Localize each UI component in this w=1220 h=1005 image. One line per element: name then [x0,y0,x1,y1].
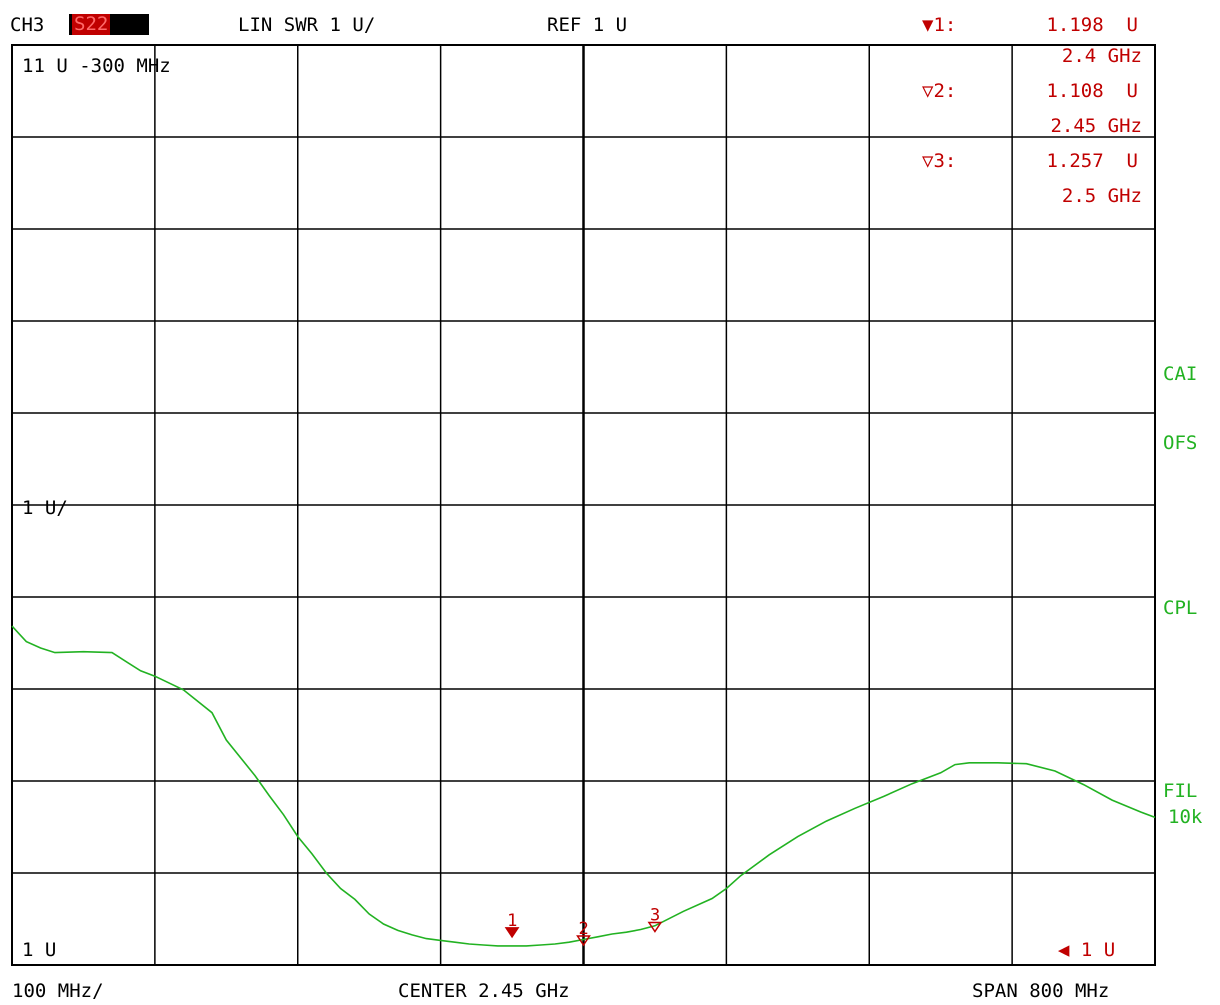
marker-1-value: 1.198 U [1046,14,1138,36]
marker-2-value: 1.108 U [1046,80,1138,102]
marker-group: 1 2 3 [504,905,663,947]
scale-per-div-label: 1 U/ [22,497,68,519]
reference-position-label: ◀ 1 U [1058,939,1116,961]
softkey-filter-bandwidth: 10k [1168,806,1203,828]
marker-3-value: 1.257 U [1046,150,1138,172]
marker-3-label: ▽3: [922,150,957,172]
span-label: SPAN 800 MHz [972,980,1110,1002]
parameter-badge: S22 [69,14,149,35]
bottom-reference-label: 1 U [22,939,57,961]
marker-2-frequency: 2.45 GHz [1050,115,1142,137]
marker-2-tag: 2 [579,919,589,939]
chart-grid [11,44,1156,966]
channel-label: CH3 [10,14,45,36]
marker-3-frequency: 2.5 GHz [1061,185,1142,207]
trace-info-label: 11 U -300 MHz [22,55,171,77]
format-label: LIN SWR 1 U/ [238,14,376,36]
marker-1-label: ▼1: [922,14,957,36]
frequency-per-div-label: 100 MHz/ [12,980,104,1002]
marker-3-tag: 3 [650,905,660,925]
trace-line [11,625,1156,947]
softkey-offset: OFS [1163,432,1198,454]
marker-1-frequency: 2.4 GHz [1061,45,1142,67]
parameter-label: S22 [72,13,111,35]
softkey-coupled: CPL [1163,597,1198,619]
swr-trace [11,625,1156,947]
softkey-cal: CAI [1163,363,1198,385]
marker-3-symbol [647,921,663,933]
marker-1-symbol [504,927,520,939]
marker-2-symbol [576,935,591,947]
center-frequency-label: CENTER 2.45 GHz [398,980,570,1002]
marker-2-label: ▽2: [922,80,957,102]
softkey-filter: FIL [1163,780,1198,802]
marker-1-tag: 1 [507,911,517,931]
reference-label: REF 1 U [547,14,628,36]
